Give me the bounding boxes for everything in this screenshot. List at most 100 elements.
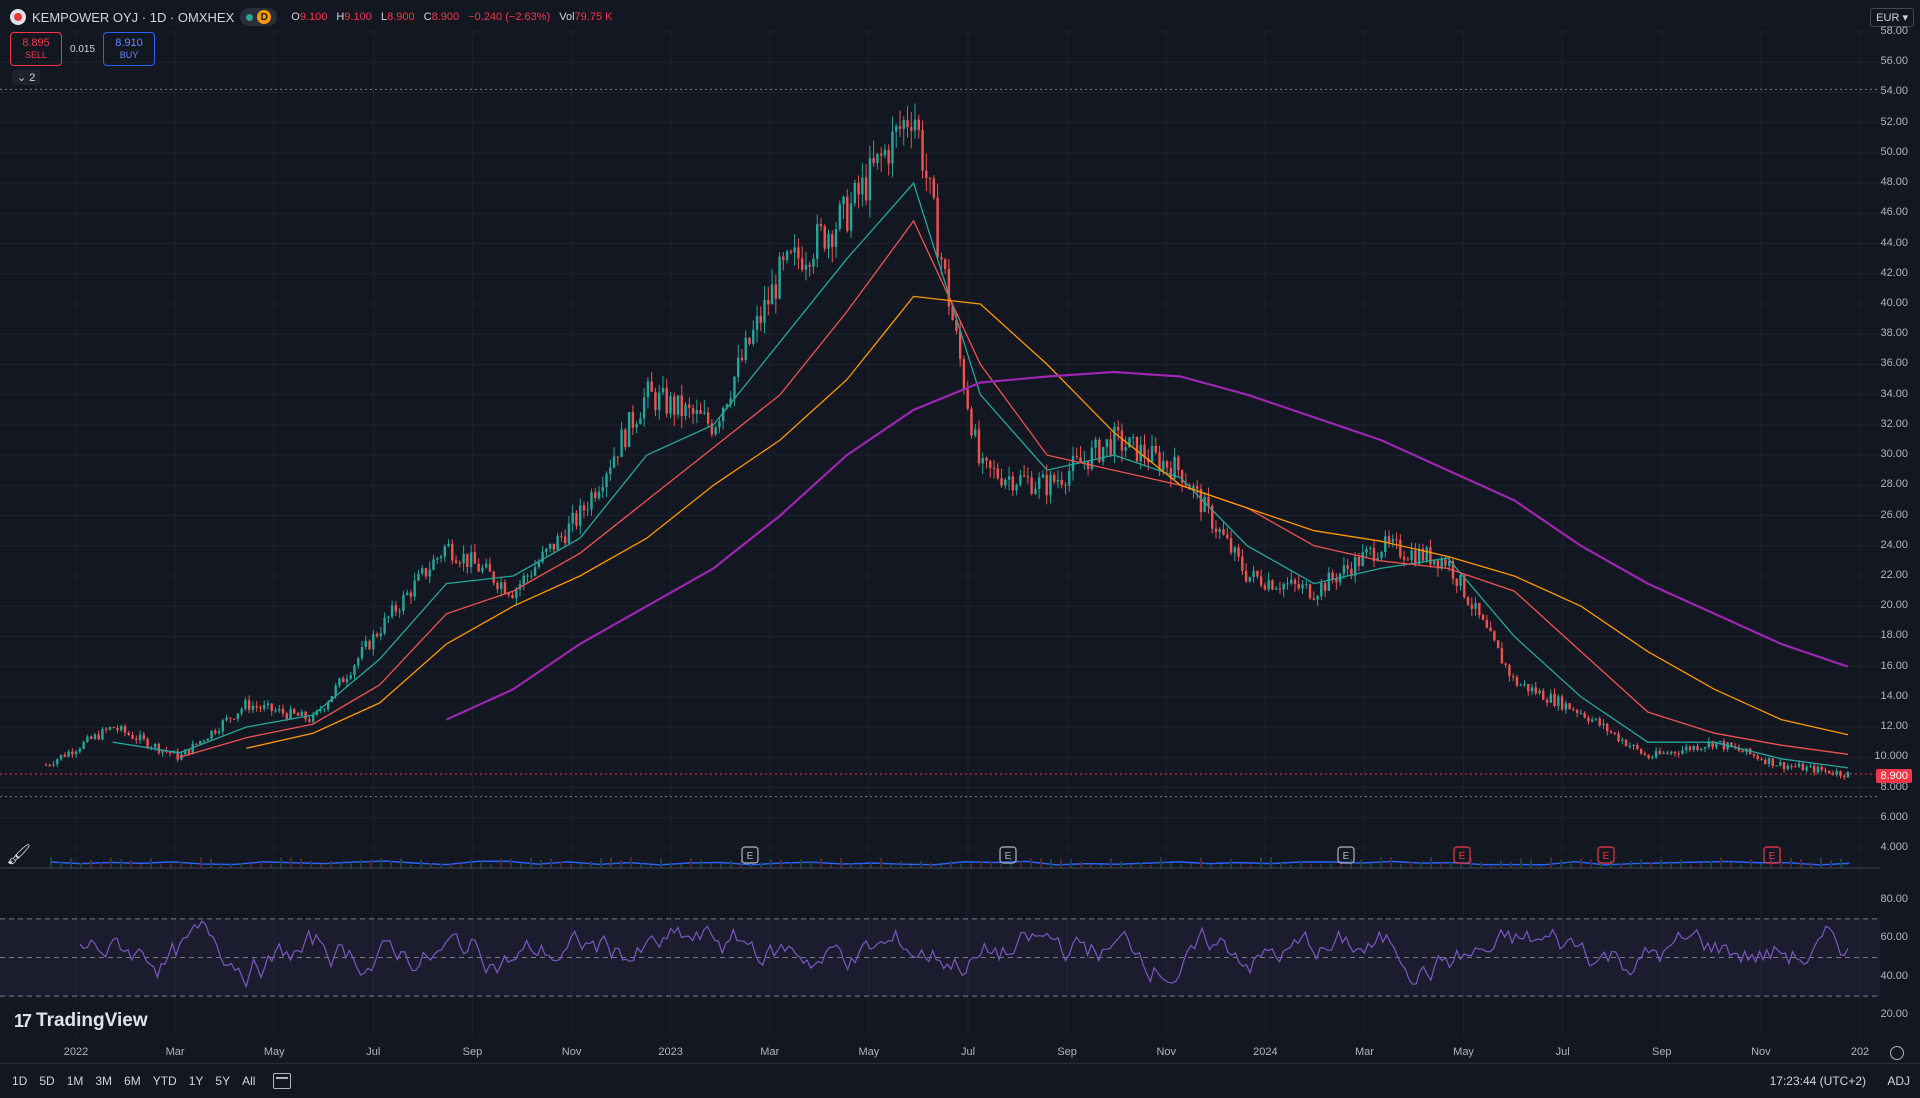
calendar-icon[interactable]	[273, 1073, 292, 1089]
candle-body	[1436, 560, 1440, 569]
range-all[interactable]: All	[242, 1074, 256, 1088]
candle-body	[1511, 676, 1515, 678]
volume-bar	[460, 863, 462, 868]
volume-bar	[300, 858, 302, 868]
volume-bar	[140, 864, 142, 868]
buy-button[interactable]: 8.910 BUY	[103, 32, 156, 66]
candle-body	[131, 734, 134, 739]
spread-value: 0.015	[70, 43, 96, 55]
time-axis-label: 2024	[1253, 1046, 1278, 1058]
volume-bar	[1480, 862, 1482, 868]
candle-body	[906, 120, 909, 128]
candle-body	[1357, 556, 1361, 566]
symbol-title[interactable]: KEMPOWER OYJ · 1D · OMXHEX	[32, 9, 235, 25]
candle-body	[1169, 467, 1173, 479]
earnings-marker	[741, 846, 759, 864]
candle-body	[1154, 445, 1157, 453]
volume-bar	[740, 860, 742, 868]
volume-bar	[1180, 864, 1182, 868]
candle-body	[1654, 750, 1658, 758]
candle-body	[533, 567, 537, 576]
volume-bar	[1640, 859, 1642, 868]
range-1m[interactable]: 1M	[66, 1074, 84, 1088]
volume-bar	[220, 864, 222, 868]
candle-body	[1180, 470, 1184, 483]
candle-body	[1331, 572, 1334, 579]
volume-bar	[1590, 859, 1592, 868]
candle-body	[1812, 765, 1816, 773]
candle-body	[1553, 693, 1556, 707]
volume-bar	[290, 857, 292, 868]
volume-bar	[630, 857, 632, 868]
candle-body	[270, 703, 273, 711]
candle-body	[1560, 696, 1564, 710]
candle-body	[1621, 739, 1624, 742]
time-axis-label: May	[263, 1046, 285, 1058]
candle-body	[620, 429, 623, 458]
candle-body	[1162, 461, 1165, 471]
candle-body	[1782, 762, 1786, 770]
volume-bar	[670, 862, 672, 868]
time-axis-label: Nov	[1751, 1046, 1771, 1058]
range-1y[interactable]: 1Y	[188, 1074, 204, 1088]
indicators-collapse-button[interactable]: ⌄ 2	[12, 70, 41, 85]
candle-body	[955, 319, 958, 331]
candle-body	[394, 605, 398, 612]
candle-body	[879, 153, 883, 156]
candle-body	[1312, 598, 1315, 600]
brush-icon[interactable]: 🖌	[6, 844, 32, 866]
candle-body	[797, 247, 800, 259]
candle-body	[1203, 496, 1206, 513]
candle-body	[1432, 560, 1436, 565]
candle-body	[1639, 748, 1643, 754]
candle-body	[1831, 773, 1835, 775]
candle-body	[1557, 696, 1560, 707]
adjust-toggle[interactable]: ADJ	[1887, 1074, 1910, 1088]
range-5y[interactable]: 5Y	[215, 1074, 231, 1088]
volume-bar	[480, 861, 482, 868]
range-6m[interactable]: 6M	[124, 1074, 141, 1088]
volume-bar	[1260, 857, 1262, 868]
range-3m[interactable]: 3M	[95, 1074, 113, 1088]
candle-body	[793, 247, 796, 253]
volume-bar	[1680, 858, 1682, 868]
market-status-badge[interactable]: D	[240, 8, 278, 26]
sell-button[interactable]: 8.895 SELL	[10, 32, 62, 66]
candle-body	[1384, 536, 1387, 553]
candle-body	[567, 523, 571, 544]
tradingview-logo[interactable]: 17 TradingView	[14, 1010, 148, 1032]
candle-body	[500, 582, 503, 590]
candle-body	[511, 594, 514, 599]
candle-body	[1263, 585, 1267, 590]
volume-bar	[100, 862, 102, 868]
volume-bar	[1790, 857, 1792, 868]
clock[interactable]: 17:23:44 (UTC+2)	[1769, 1074, 1866, 1088]
candle-body	[552, 543, 556, 550]
candle-body	[1429, 547, 1432, 565]
candle-body	[1530, 687, 1534, 692]
settings-icon[interactable]	[1890, 1046, 1904, 1060]
candle-body	[1827, 770, 1831, 774]
candle-body	[951, 306, 954, 320]
candle-body	[202, 740, 206, 742]
candle-body	[1000, 478, 1003, 486]
candle-body	[895, 126, 898, 132]
volume-bar	[570, 863, 572, 868]
candle-body	[970, 408, 973, 436]
range-1d[interactable]: 1D	[12, 1074, 28, 1088]
candle-body	[1760, 758, 1763, 760]
currency-selector[interactable]: EUR ▾	[1870, 8, 1914, 27]
candle-body	[1752, 754, 1756, 756]
volume-bar	[1800, 858, 1802, 868]
candle-body	[473, 552, 477, 564]
volume-bar	[1570, 860, 1572, 868]
volume-bar	[1820, 857, 1822, 868]
volume-bar	[350, 862, 352, 868]
candle-body	[752, 329, 755, 344]
candle-body	[1779, 762, 1782, 766]
range-5d[interactable]: 5D	[39, 1074, 55, 1088]
range-ytd[interactable]: YTD	[152, 1074, 177, 1088]
candle-body	[676, 395, 680, 415]
candle-body	[1459, 575, 1462, 586]
